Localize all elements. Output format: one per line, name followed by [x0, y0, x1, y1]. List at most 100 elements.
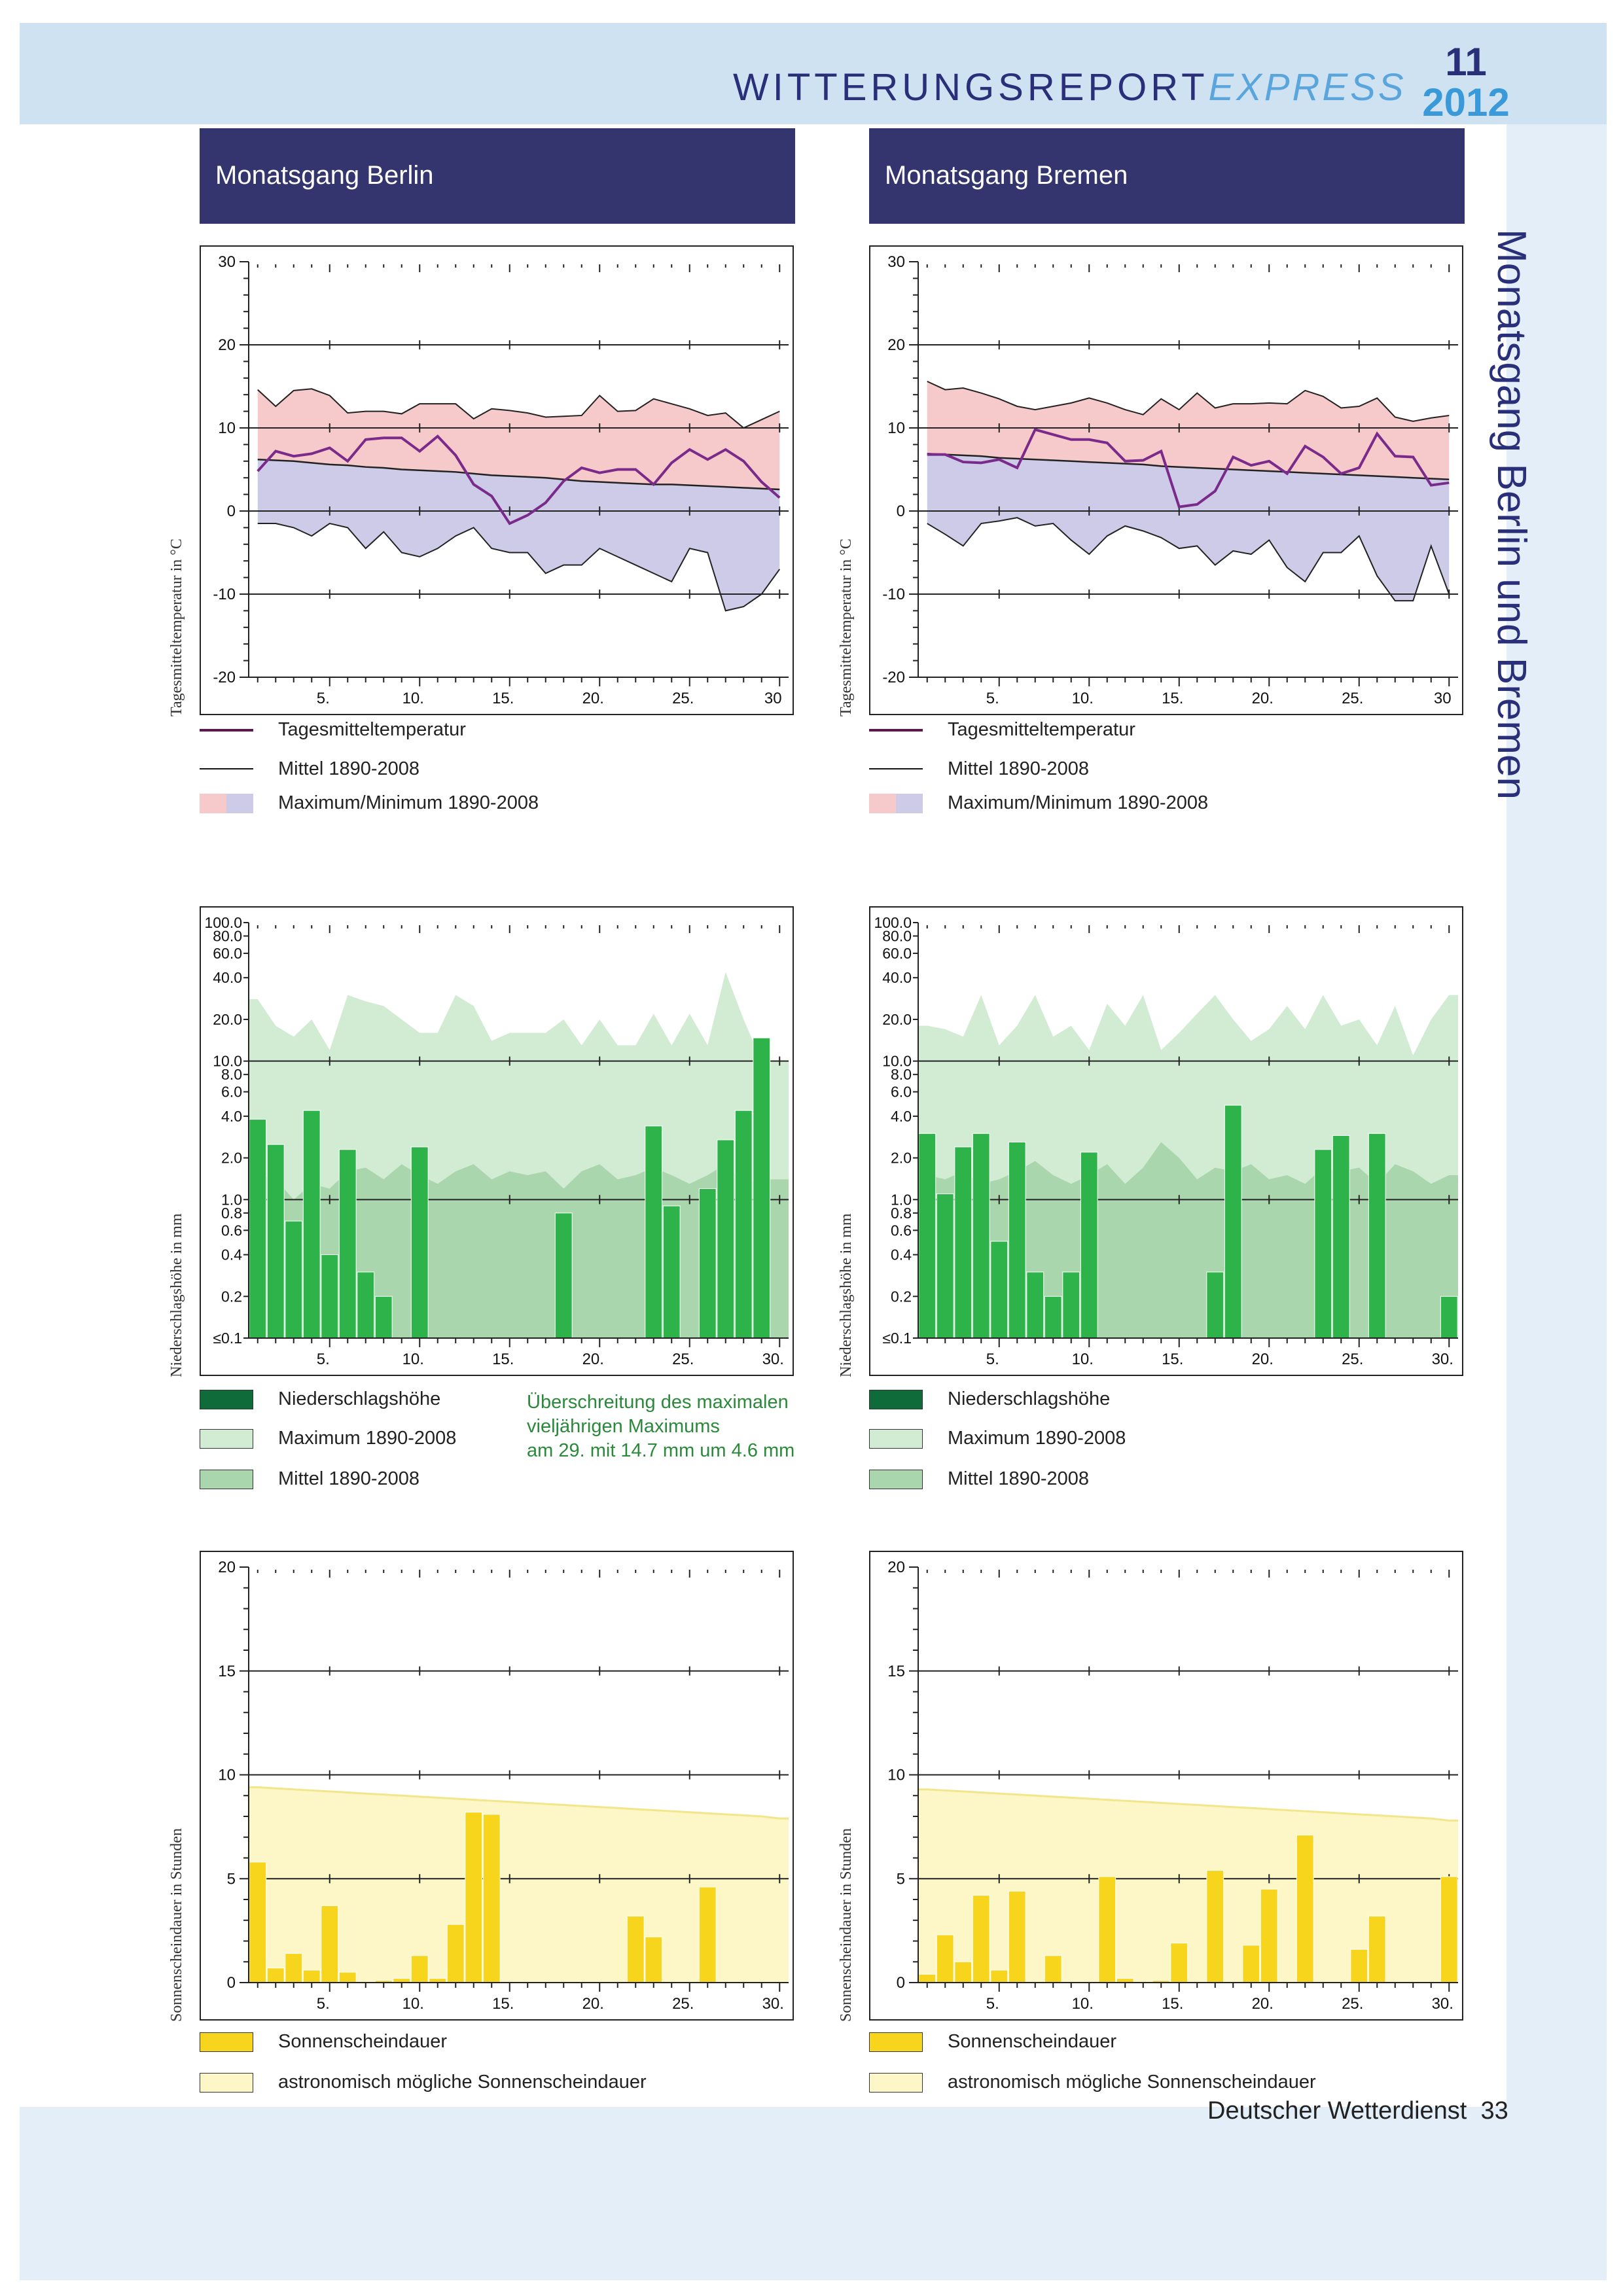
y-tick-label: 0.4	[221, 1246, 242, 1263]
y-tick-label: 0.4	[891, 1246, 912, 1263]
precip-bar	[1080, 1152, 1098, 1339]
y-tick-label: 60.0	[213, 945, 242, 962]
y-tick-label: 6.0	[221, 1084, 242, 1101]
y-tick-label: 0	[897, 503, 905, 520]
precip-bar	[698, 1188, 717, 1339]
sunshine-bar	[1350, 1949, 1368, 1983]
issue-number: 11	[1445, 40, 1487, 84]
side-title: Monatsgang Berlin und Bremen	[1489, 229, 1534, 800]
precip-bar	[972, 1133, 990, 1339]
annotation-line-3: am 29. mit 14.7 mm um 4.6 mm	[527, 1440, 795, 1461]
legend-swatch	[200, 729, 253, 732]
x-tick-label: 25.	[1342, 1351, 1363, 1368]
sunshine-bar	[1170, 1943, 1188, 1983]
max-line	[927, 380, 1450, 422]
annotation-line-1: Überschreitung des maximalen	[527, 1392, 789, 1413]
possible-sunshine-area	[249, 1787, 789, 1983]
y-tick-label: 0.6	[891, 1222, 912, 1239]
y-tick-label: 60.0	[882, 945, 912, 962]
max-line	[257, 388, 780, 429]
ylabel-sun-berlin: Sonnenscheindauer in Stunden	[168, 1828, 185, 2022]
legend-swatch	[869, 1470, 923, 1489]
precip-bar	[717, 1139, 735, 1339]
y-tick-label: 6.0	[891, 1084, 912, 1101]
precip-bar	[338, 1149, 357, 1339]
sunshine-bar	[1242, 1945, 1260, 1983]
legend-label: Mittel 1890-2008	[948, 758, 1090, 779]
y-tick-label: 1.0	[891, 1191, 912, 1208]
y-tick-label: -20	[213, 669, 236, 686]
y-tick-label: 15	[218, 1663, 236, 1680]
sunshine-bar	[990, 1969, 1008, 1983]
legend-swatch	[869, 2073, 923, 2093]
x-tick-label: 15.	[1162, 690, 1183, 707]
header-band	[20, 23, 1607, 124]
precip-bar	[249, 1119, 267, 1339]
report-title-main: WITTERUNGSREPORT	[733, 66, 1209, 109]
precipitation-chart-bremen: ≤0.1 0.2 0.4 0.60.81.0 2.0 4.0 6.08.010.0 20.0 4…	[869, 906, 1463, 1376]
sunshine-bar	[918, 1973, 936, 1983]
x-tick-label: 20.	[1252, 1351, 1274, 1368]
possible-sunshine-line	[249, 1786, 789, 1820]
sunshine-bar	[1296, 1835, 1314, 1983]
legend-swatch	[869, 1390, 923, 1409]
x-tick-label: 10.	[402, 690, 424, 707]
sunshine-bar	[626, 1915, 645, 1983]
y-tick-label: ≤0.1	[882, 1330, 912, 1347]
legend-swatch	[200, 794, 253, 813]
legend-label: Sonnenscheindauer	[278, 2031, 447, 2052]
min-range-area	[257, 459, 780, 611]
y-tick-label: 0.8	[221, 1205, 242, 1222]
x-tick-label: 10.	[402, 1995, 424, 2013]
sunshine-bar	[645, 1936, 663, 1983]
precip-bar	[302, 1110, 321, 1339]
precip-bar	[954, 1146, 972, 1339]
legend-label: Mittel 1890-2008	[278, 758, 420, 779]
y-tick-label: -10	[213, 586, 236, 603]
legend-swatch	[200, 2032, 253, 2052]
x-tick-label: 10.	[1072, 1995, 1094, 2013]
y-tick-label: 0.6	[221, 1222, 242, 1239]
x-tick-label: 5.	[986, 690, 999, 707]
report-title-express: EXPRESS	[1208, 66, 1406, 109]
precip-bar	[554, 1212, 573, 1339]
precip-bar	[1206, 1271, 1224, 1339]
sunshine-bar	[410, 1955, 429, 1983]
legend-label: Niederschlagshöhe	[948, 1388, 1111, 1409]
column-heading-berlin: Monatsgang Berlin	[200, 128, 795, 224]
precip-bar	[662, 1205, 681, 1339]
mean-line	[257, 459, 780, 491]
y-tick-label: 20	[218, 1559, 236, 1576]
x-tick-label: 25.	[672, 1995, 694, 2013]
side-band	[1507, 124, 1607, 2107]
issue-year: 2012	[1422, 80, 1510, 124]
sunshine-bar	[302, 1969, 321, 1983]
y-tick-label: 0	[897, 1974, 905, 1992]
legend-swatch	[869, 794, 923, 813]
precip-bar	[410, 1146, 429, 1339]
y-tick-label: -10	[882, 586, 905, 603]
legend-label: astronomisch mögliche Sonnenscheindauer	[278, 2072, 647, 2093]
sunshine-bar	[1008, 1890, 1026, 1983]
x-tick-label: 15.	[492, 690, 514, 707]
x-tick-label: 5.	[986, 1995, 999, 2013]
column-heading-berlin-text: Monatsgang Berlin	[215, 161, 434, 190]
y-tick-label: 80.0	[882, 928, 912, 945]
ylabel-temp-berlin: Tagesmitteltemperatur in °C	[168, 539, 185, 716]
y-tick-label: 20.0	[213, 1011, 242, 1028]
y-tick-label: 2.0	[891, 1150, 912, 1167]
precip-bar	[1026, 1271, 1044, 1339]
annotation-line-2: vieljährigen Maximums	[527, 1416, 720, 1437]
y-tick-label: 5	[227, 1870, 236, 1888]
sunshine-bar	[285, 1953, 303, 1983]
y-tick-label: 10	[887, 1767, 905, 1784]
y-tick-label: 10.0	[213, 1053, 242, 1070]
precip-bar	[645, 1125, 663, 1339]
record-annotation: Überschreitung des maximalen vieljährige…	[527, 1390, 815, 1463]
footer-band	[20, 2107, 1607, 2280]
x-tick-label: 10.	[402, 1351, 424, 1368]
precip-bar	[936, 1193, 954, 1339]
legend-label: Maximum/Minimum 1890-2008	[948, 792, 1209, 813]
y-tick-label: 30	[218, 253, 236, 271]
sunshine-bar	[482, 1814, 501, 1983]
